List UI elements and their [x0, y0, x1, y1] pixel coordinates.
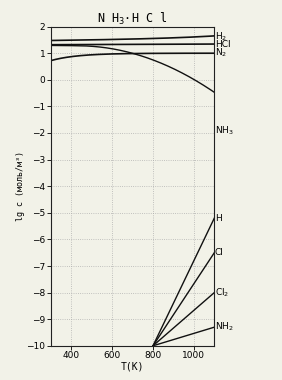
Text: NH$_3$: NH$_3$: [215, 124, 233, 136]
X-axis label: T(K): T(K): [121, 362, 144, 372]
Text: H$_2$: H$_2$: [215, 31, 227, 43]
Text: Cl$_2$: Cl$_2$: [215, 287, 229, 299]
Y-axis label: lg c (моль/м³): lg c (моль/м³): [16, 151, 25, 221]
Text: HCl: HCl: [215, 40, 231, 49]
Text: N$_2$: N$_2$: [215, 46, 227, 59]
Text: H: H: [215, 214, 222, 223]
Text: NH$_2$: NH$_2$: [215, 321, 233, 333]
Title: N H$_3$·H C l: N H$_3$·H C l: [97, 10, 168, 27]
Text: Cl: Cl: [215, 248, 224, 257]
